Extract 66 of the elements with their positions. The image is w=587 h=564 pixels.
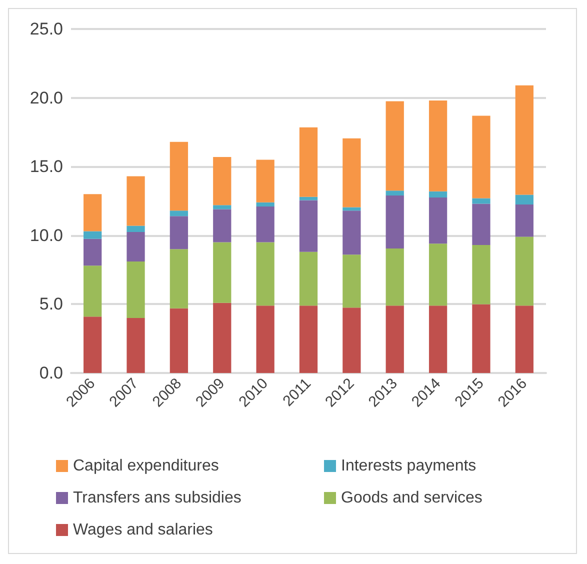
bar xyxy=(472,204,490,246)
bar xyxy=(170,210,188,216)
bar xyxy=(342,207,361,211)
bar xyxy=(256,160,274,202)
bar xyxy=(515,306,534,373)
bar xyxy=(84,316,102,373)
bar xyxy=(213,242,232,303)
bar xyxy=(213,156,232,206)
bar xyxy=(84,194,102,232)
bar xyxy=(515,236,534,306)
bar xyxy=(342,210,361,255)
y-tick-label: 15.0 xyxy=(30,157,63,176)
y-tick-label: 5.0 xyxy=(39,294,63,314)
bar xyxy=(428,100,448,192)
bar xyxy=(515,85,534,195)
bar xyxy=(472,245,490,304)
legend-label: Goods and services xyxy=(341,490,482,506)
y-tick-label: 25.0 xyxy=(30,20,63,38)
bar xyxy=(342,308,361,373)
bar xyxy=(472,198,490,204)
bar xyxy=(256,202,274,207)
bar xyxy=(342,138,361,208)
bar xyxy=(84,266,102,317)
y-tick-label: 10.0 xyxy=(30,226,63,245)
bar xyxy=(472,116,490,198)
bar xyxy=(126,226,145,232)
bar xyxy=(256,306,274,373)
bar xyxy=(126,262,145,318)
legend-label: Transfers ans subsidies xyxy=(73,490,242,506)
bar xyxy=(126,176,145,226)
bar xyxy=(472,304,490,373)
bar xyxy=(299,252,318,306)
y-tick-label: 0.0 xyxy=(39,364,63,382)
bar xyxy=(386,248,404,306)
bar xyxy=(515,194,534,204)
bar xyxy=(386,190,404,196)
bar xyxy=(428,306,448,373)
bar xyxy=(299,200,318,252)
bar xyxy=(170,216,188,250)
bar xyxy=(213,205,232,210)
bar xyxy=(213,209,232,242)
bar xyxy=(386,101,404,191)
bar xyxy=(84,231,102,239)
bar xyxy=(386,195,404,248)
bar xyxy=(428,198,448,244)
bar xyxy=(342,254,361,308)
bar xyxy=(256,242,274,306)
bar xyxy=(170,308,188,373)
bar xyxy=(126,318,145,373)
bar xyxy=(515,204,534,237)
legend-label: Interests payments xyxy=(341,458,476,474)
bar xyxy=(299,196,318,200)
bar xyxy=(84,238,102,266)
legend-label: Capital expenditures xyxy=(73,458,219,474)
bar xyxy=(428,191,448,198)
bar xyxy=(256,206,274,242)
legend-label: Wages and salaries xyxy=(73,522,213,538)
bar xyxy=(170,249,188,308)
bar xyxy=(213,302,232,373)
bar xyxy=(126,232,145,262)
bar xyxy=(386,306,404,373)
bar xyxy=(299,127,318,197)
bar xyxy=(170,142,188,211)
bar xyxy=(428,244,448,306)
bar xyxy=(299,306,318,373)
y-tick-label: 20.0 xyxy=(30,88,63,108)
